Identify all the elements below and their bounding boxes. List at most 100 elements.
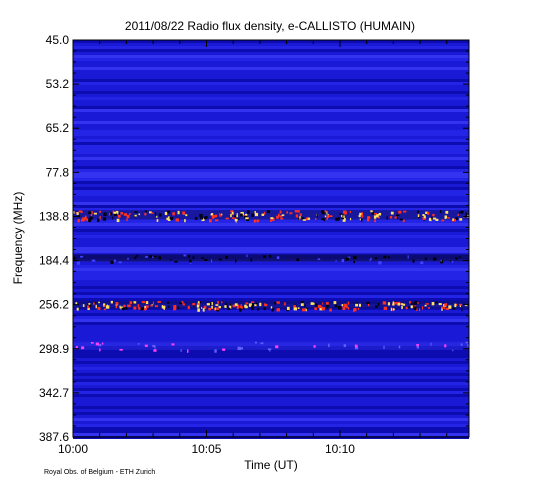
band-speckle — [410, 305, 413, 309]
band-speckle — [197, 301, 200, 304]
band-speckle — [452, 218, 454, 221]
spectrogram-speckles — [73, 210, 470, 353]
spectrogram-row — [73, 163, 469, 166]
band-speckle — [134, 214, 137, 217]
band-speckle — [266, 210, 271, 214]
band-speckle — [247, 210, 250, 214]
band-speckle — [142, 308, 146, 311]
band-speckle — [251, 213, 254, 217]
spectrogram-row — [73, 382, 469, 385]
band-speckle — [421, 306, 424, 310]
band-speckle — [167, 301, 169, 304]
band-speckle — [373, 215, 377, 219]
band-speckle — [134, 256, 137, 260]
band-speckle — [320, 306, 323, 309]
spectrogram-row — [73, 73, 469, 76]
band-speckle — [321, 218, 325, 221]
spectrogram-row — [73, 94, 469, 97]
band-speckle — [170, 216, 173, 221]
band-speckle — [453, 218, 456, 222]
band-speckle — [154, 305, 158, 308]
spectrogram-row — [73, 232, 469, 235]
band-speckle — [73, 257, 76, 260]
band-speckle — [172, 212, 175, 216]
band-speckle — [427, 307, 430, 309]
band-speckle — [182, 303, 185, 306]
band-speckle — [118, 212, 120, 215]
spectrogram-row — [73, 376, 469, 379]
band-speckle — [188, 254, 190, 258]
band-speckle — [343, 303, 347, 308]
band-speckle — [329, 215, 333, 217]
band-speckle — [383, 255, 387, 259]
spectrogram-row — [73, 148, 469, 151]
band-speckle — [232, 304, 236, 308]
band-speckle — [422, 216, 426, 220]
y-tick-label: 53.2 — [46, 77, 70, 91]
band-speckle — [240, 304, 242, 307]
spectrogram-row — [73, 190, 469, 193]
band-speckle — [99, 348, 101, 352]
band-speckle — [417, 214, 420, 218]
band-speckle — [394, 216, 398, 219]
band-speckle — [106, 304, 108, 308]
band-speckle — [103, 303, 106, 307]
band-speckle — [361, 214, 364, 218]
spectrogram-row — [73, 193, 469, 196]
spectrogram-row — [73, 91, 469, 94]
band-speckle — [374, 219, 376, 223]
spectrogram-row — [73, 415, 469, 418]
band-speckle — [136, 254, 139, 257]
spectrogram-row — [73, 319, 469, 322]
band-speckle — [342, 215, 345, 219]
band-speckle — [88, 303, 92, 308]
band-speckle — [374, 257, 378, 260]
band-speckle — [156, 215, 158, 218]
band-speckle — [302, 219, 307, 221]
band-speckle — [124, 307, 128, 310]
band-speckle — [76, 307, 79, 311]
band-speckle — [305, 307, 307, 312]
band-speckle — [447, 217, 450, 219]
band-speckle — [209, 302, 212, 306]
band-speckle — [90, 212, 93, 217]
band-speckle — [423, 215, 426, 219]
band-speckle — [235, 259, 237, 263]
band-speckle — [326, 216, 328, 220]
spectrogram-row — [73, 379, 469, 382]
band-speckle — [199, 301, 202, 303]
band-speckle — [88, 211, 92, 215]
band-speckle — [295, 214, 299, 218]
band-speckle — [412, 259, 415, 263]
x-tick-label: 10:10 — [325, 442, 355, 456]
band-speckle — [441, 308, 443, 311]
spectrogram-row — [73, 277, 469, 280]
band-speckle — [189, 259, 192, 263]
band-speckle — [270, 306, 273, 309]
band-speckle — [133, 306, 137, 310]
band-speckle — [97, 307, 101, 310]
band-speckle — [342, 210, 347, 214]
band-speckle — [137, 304, 140, 308]
spectrogram-row — [73, 433, 469, 436]
band-speckle — [185, 214, 188, 217]
band-speckle — [341, 258, 345, 263]
band-speckle — [441, 219, 445, 222]
band-speckle — [302, 308, 306, 312]
y-tick-label: 342.7 — [39, 386, 69, 400]
band-speckle — [254, 341, 257, 344]
spectrogram-row — [73, 160, 469, 163]
band-speckle — [157, 301, 161, 303]
band-speckle — [440, 306, 444, 309]
band-speckle — [367, 216, 371, 219]
band-speckle — [440, 259, 442, 262]
band-speckle — [218, 258, 222, 261]
band-speckle — [246, 303, 249, 306]
band-speckle — [144, 308, 148, 310]
band-speckle — [324, 215, 327, 218]
band-speckle — [448, 305, 452, 309]
band-speckle — [138, 213, 141, 216]
band-speckle — [134, 211, 138, 213]
band-speckle — [166, 217, 169, 221]
spectrogram-row — [73, 118, 469, 121]
